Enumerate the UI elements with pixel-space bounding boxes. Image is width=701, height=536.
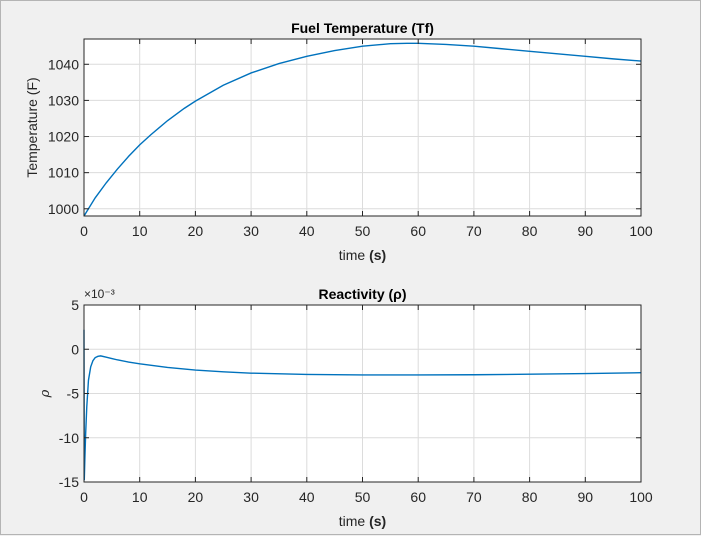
plot2-series-line bbox=[83, 329, 642, 481]
plot1-y-tick-label: 1000 bbox=[48, 201, 79, 217]
plot2-title: Reactivity (ρ) bbox=[318, 286, 406, 302]
plot1-x-tick-label: 0 bbox=[80, 223, 88, 239]
plot2-x-tick-label: 10 bbox=[132, 489, 148, 505]
plot2-y-exponent-label: ×10⁻³ bbox=[84, 287, 115, 301]
plot2-x-tick-label: 50 bbox=[355, 489, 371, 505]
plot2-x-tick-label: 70 bbox=[466, 489, 482, 505]
plot2-x-tick-label: 40 bbox=[299, 489, 315, 505]
plot2-x-tick-label: 20 bbox=[188, 489, 204, 505]
plot1-x-tick-label: 30 bbox=[243, 223, 259, 239]
plot1-x-tick-label: 50 bbox=[355, 223, 371, 239]
plot1-y-tick-label: 1010 bbox=[48, 165, 79, 181]
plot2-x-tick-label: 0 bbox=[80, 489, 88, 505]
plot2-x-axis-label-unit: (s) bbox=[369, 513, 386, 529]
plot1-y-tick-label: 1020 bbox=[48, 129, 79, 145]
plot2-y-tick-label: 0 bbox=[71, 341, 79, 357]
plot1-x-tick-label: 40 bbox=[299, 223, 315, 239]
plot1-x-axis-label: time (s) bbox=[339, 247, 386, 263]
plot1-x-axis-label-unit: (s) bbox=[369, 247, 386, 263]
plot2-y-axis-label: ρ bbox=[38, 389, 53, 398]
plot1-x-tick-label: 10 bbox=[132, 223, 148, 239]
plot2-y-tick-label: -5 bbox=[67, 386, 80, 402]
plot1-title: Fuel Temperature (Tf) bbox=[291, 20, 434, 36]
plot2-x-tick-label: 60 bbox=[410, 489, 426, 505]
plot1-x-tick-label: 20 bbox=[188, 223, 204, 239]
plot2-y-tick-label: -10 bbox=[59, 430, 79, 446]
plot1-x-tick-label: 90 bbox=[578, 223, 594, 239]
plot2-x-tick-label: 90 bbox=[578, 489, 594, 505]
plot2-y-tick-label: -15 bbox=[59, 474, 79, 490]
plot1-x-axis-label-text: time bbox=[339, 247, 369, 263]
plot2-x-axis-label-text: time bbox=[339, 513, 369, 529]
plot1-x-tick-label: 70 bbox=[466, 223, 482, 239]
plot1-y-tick-label: 1030 bbox=[48, 92, 79, 108]
plot1-y-axis-label: Temperature (F) bbox=[24, 77, 40, 177]
plot1-x-tick-label: 80 bbox=[522, 223, 538, 239]
plot2-x-tick-label: 100 bbox=[629, 489, 653, 505]
plot1-y-tick-label: 1040 bbox=[48, 56, 79, 72]
plot2-x-tick-label: 30 bbox=[243, 489, 259, 505]
plot1-x-tick-label: 100 bbox=[629, 223, 653, 239]
plot1-series-line bbox=[83, 42, 642, 217]
plot2-y-tick-label: 5 bbox=[71, 297, 79, 313]
plot2-x-axis-label: time (s) bbox=[339, 513, 386, 529]
plot2-x-tick-label: 80 bbox=[522, 489, 538, 505]
plot1-x-tick-label: 60 bbox=[410, 223, 426, 239]
